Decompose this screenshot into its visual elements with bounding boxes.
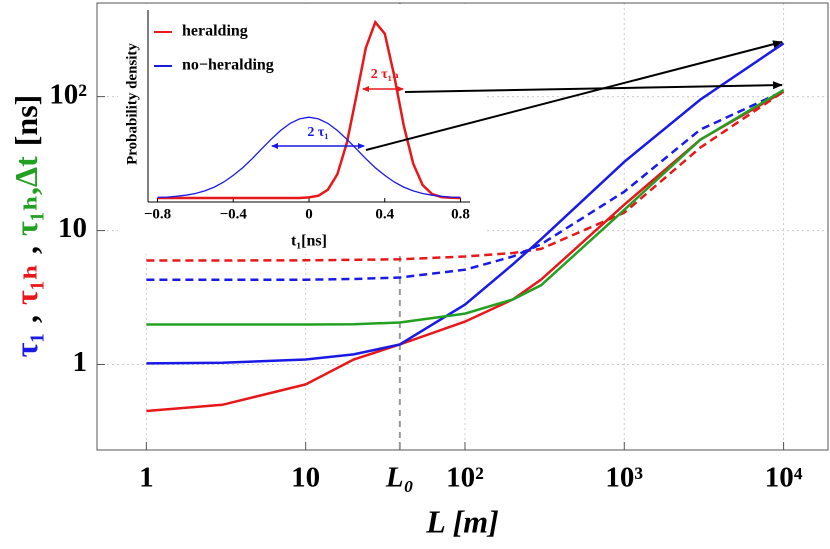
y-axis-label-part: τ₁ₕ bbox=[8, 264, 44, 305]
annotation: 2 τ₁ bbox=[307, 125, 328, 140]
plot-frame bbox=[96, 2, 829, 451]
x-tick-label: 1 bbox=[139, 462, 154, 494]
y-tick-label: 10² bbox=[49, 78, 87, 110]
x-tick-label: 10⁴ bbox=[765, 462, 803, 494]
x-tick-label: L₀ bbox=[385, 462, 414, 494]
series-line bbox=[146, 89, 785, 281]
inset-series-line bbox=[157, 19, 461, 200]
series-line bbox=[146, 88, 785, 326]
y-axis-label-part: , bbox=[8, 246, 44, 254]
x-tick-label: 10³ bbox=[605, 462, 643, 494]
main-plot: 1 10 L₀ 10² 10³ 10⁴ 1 10 10² L [m] τ₁, τ₁ₕ, τ₁ₕ,Δt [n… bbox=[8, 2, 829, 539]
y-axis-label-part: τ₁ bbox=[8, 333, 44, 357]
inset-y-axis-label: Probability density bbox=[124, 43, 140, 165]
inset-x-tick-label: −0.8 bbox=[144, 206, 171, 222]
x-axis-label: L [m] bbox=[425, 503, 499, 539]
inset-plot: −0.8 −0.4 0 0.4 0.8 t₁[ns] Probability density… bbox=[124, 10, 470, 250]
series-line bbox=[146, 90, 785, 413]
y-axis-label-part: , bbox=[8, 315, 44, 323]
y-axis-label-part: τ₁ₕ,Δt bbox=[8, 156, 44, 236]
series-line bbox=[146, 90, 785, 262]
inset-x-tick-label: 0.4 bbox=[375, 206, 394, 222]
inset-x-tick-label: 0 bbox=[305, 206, 313, 222]
y-tick-label: 10 bbox=[58, 212, 87, 244]
inset-x-tick-label: −0.4 bbox=[220, 206, 248, 222]
x-tick-label: 10² bbox=[446, 462, 484, 494]
inset-x-tick-label: 0.8 bbox=[451, 206, 470, 222]
series-line bbox=[146, 42, 785, 365]
pointer-arrow bbox=[404, 81, 783, 93]
annotation: 2 τ₁ₕ bbox=[371, 67, 399, 82]
legend-label: no−heralding bbox=[182, 57, 274, 74]
x-tick-label: 10 bbox=[291, 462, 320, 494]
pointer-arrow bbox=[365, 40, 783, 151]
legend-label: heralding bbox=[182, 23, 248, 40]
inset-x-axis-label: t₁[ns] bbox=[291, 233, 327, 250]
inset-background bbox=[118, 4, 484, 254]
y-tick-label: 1 bbox=[73, 346, 88, 378]
y-axis-label-part: [ns] bbox=[8, 95, 44, 147]
inset-series-line bbox=[157, 116, 461, 199]
y-axis-label: τ₁, τ₁ₕ, τ₁ₕ,Δt [ns] bbox=[8, 95, 44, 358]
